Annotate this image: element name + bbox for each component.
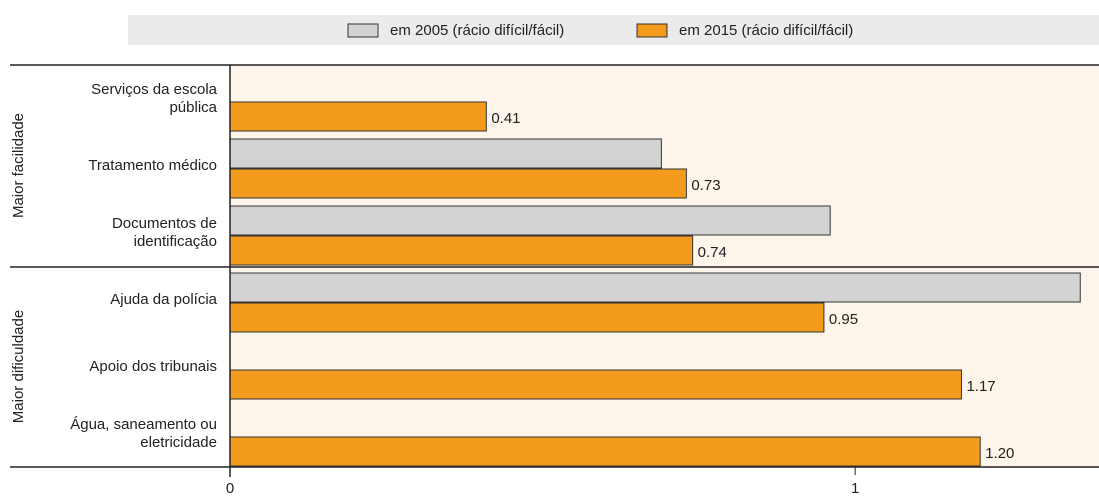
y-tick-label: Água, saneamento ou eletricidade (70, 415, 217, 451)
y-tick-label: Serviços da escola pública (91, 80, 217, 116)
value-label: 0.41 (491, 110, 520, 127)
legend-swatch (636, 23, 668, 38)
value-label: 1.17 (966, 378, 995, 395)
legend-swatch (347, 23, 379, 38)
y-tick-label: Ajuda da polícia (110, 290, 217, 308)
bar (229, 235, 694, 266)
bar (229, 369, 962, 400)
legend-label: em 2015 (rácio difícil/fácil) (679, 22, 853, 39)
value-label: 1.20 (985, 445, 1014, 462)
group-label: Maior facilidade (10, 113, 27, 218)
legend-label: em 2005 (rácio difícil/fácil) (390, 22, 564, 39)
y-tick-label: Apoio dos tribunais (89, 357, 217, 375)
bar (229, 436, 981, 467)
value-label: 0.95 (829, 311, 858, 328)
value-label: 0.74 (698, 244, 727, 261)
bar (229, 168, 687, 199)
group-label: Maior dificuldade (10, 310, 27, 423)
y-tick-label: Documentos de identificação (111, 214, 217, 250)
x-tick-label: 0 (226, 480, 234, 497)
y-tick-label: Tratamento médico (88, 156, 217, 174)
legend-background (128, 15, 1099, 45)
bar (229, 302, 825, 333)
value-label: 0.73 (691, 177, 720, 194)
bar (229, 101, 487, 132)
bar (229, 205, 831, 236)
x-tick-label: 1 (851, 480, 859, 497)
bar (229, 272, 1081, 303)
bar (229, 138, 662, 169)
